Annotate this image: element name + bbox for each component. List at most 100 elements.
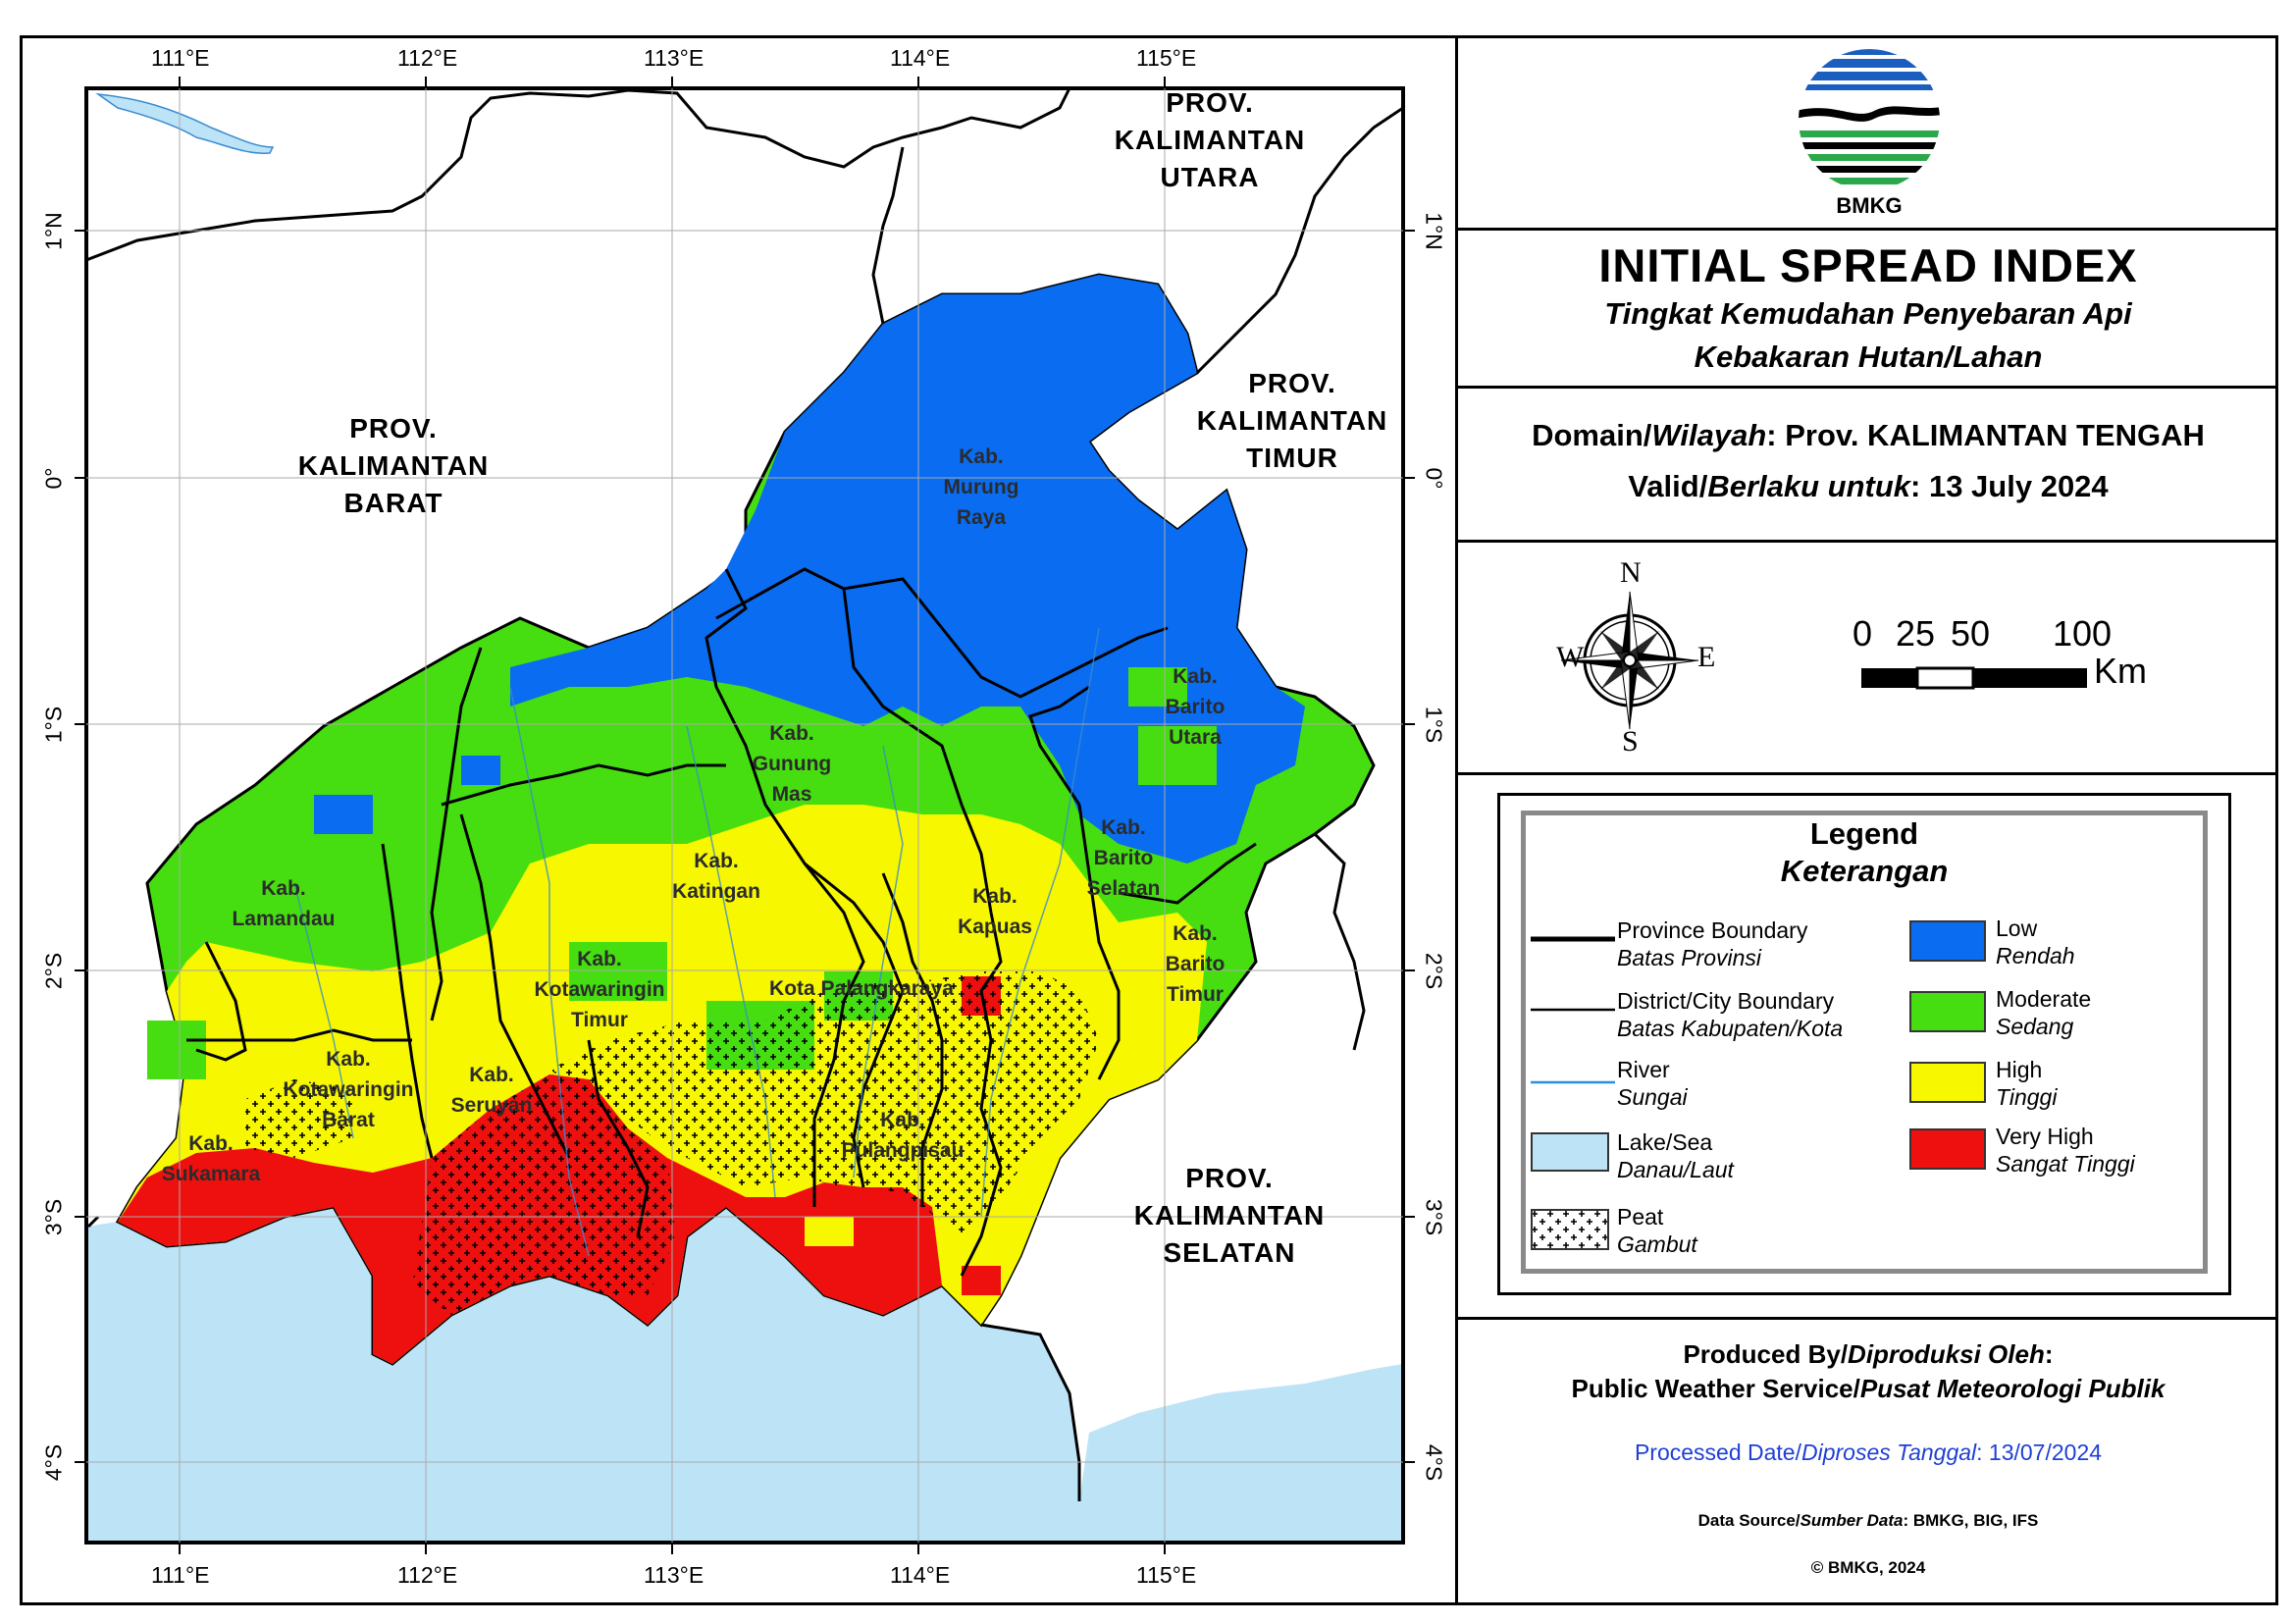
- north-arrow-icon: [1560, 591, 1699, 730]
- lat-label-left-4s: 4°S: [40, 1443, 67, 1482]
- scale-label-25: 25: [1896, 613, 1936, 654]
- lon-label-top-114: 114°E: [890, 45, 951, 71]
- info-panel-frame: [1455, 35, 2278, 1605]
- lat-label-left-3s: 3°S: [40, 1198, 67, 1236]
- source-label-id: Sumber Data: [1800, 1511, 1904, 1530]
- lat-label-right-4s: 4°S: [1421, 1443, 1447, 1482]
- logo-section: BMKG: [1458, 38, 2278, 231]
- bmkg-logo-icon: [1799, 49, 1940, 190]
- district-label-seruyan: Kab. Seruyan: [450, 1064, 533, 1117]
- valid-label-en: Valid/: [1628, 469, 1708, 503]
- valid-label-id: Berlaku untuk: [1707, 469, 1911, 503]
- legend-low-swatch: [1909, 920, 1986, 962]
- legend-moderate-en: Moderate: [1996, 986, 2092, 1012]
- district-label-barito-selatan: Kab. Barito Selatan: [1086, 816, 1161, 900]
- domain-line: Domain/Wilayah: Prov. KALIMANTAN TENGAH: [1458, 410, 2278, 461]
- lon-label-bottom-112: 112°E: [397, 1562, 458, 1588]
- producer-label-colon: :: [2044, 1339, 2054, 1369]
- legend-sea-id: Danau/Laut: [1617, 1157, 1734, 1182]
- lon-label-top-113: 113°E: [644, 45, 704, 71]
- district-label-barito-utara: Kab. Barito Utara: [1165, 665, 1226, 749]
- lon-label-bottom-111: 111°E: [151, 1562, 210, 1588]
- logo-text: BMKG: [1836, 193, 1903, 218]
- legend-low-en: Low: [1996, 916, 2038, 941]
- legend-district-line-icon: [1531, 1008, 1615, 1012]
- valid-value: : 13 July 2024: [1910, 469, 2109, 503]
- legend-high-swatch: [1909, 1062, 1986, 1103]
- lon-label-top-111: 111°E: [151, 45, 210, 71]
- legend-box: [1497, 793, 2231, 1295]
- scale-label-100: 100: [2053, 613, 2113, 654]
- domain-section: Domain/Wilayah: Prov. KALIMANTAN TENGAH …: [1458, 389, 2278, 543]
- scale-label-0: 0: [1852, 613, 1873, 654]
- legend-peat-en: Peat: [1617, 1204, 1664, 1230]
- lat-label-left-1n: 1°N: [40, 212, 67, 250]
- legend-river-line-icon: [1531, 1080, 1615, 1084]
- domain-label-id: Wilayah: [1651, 418, 1767, 452]
- lat-label-right-1n: 1°N: [1421, 212, 1447, 250]
- domain-value: : Prov. KALIMANTAN TENGAH: [1766, 418, 2205, 452]
- lat-label-left-1s: 1°S: [40, 706, 67, 744]
- class-low-north: [510, 275, 1305, 864]
- legend-moderate-swatch: [1909, 991, 1986, 1032]
- compass-w: W: [1556, 641, 1585, 673]
- producer-line-2: Public Weather Service/Pusat Meteorologi…: [1458, 1374, 2278, 1404]
- province-label-selatan: PROV. KALIMANTAN SELATAN: [1133, 1163, 1326, 1268]
- district-label-katingan: Kab. Katingan: [672, 850, 760, 903]
- legend-district-en: District/City Boundary: [1617, 988, 1835, 1014]
- processed-label-en: Processed Date/: [1634, 1440, 1801, 1465]
- legend-sea-en: Lake/Sea: [1617, 1129, 1713, 1155]
- compass-e: E: [1697, 641, 1716, 673]
- copyright: © BMKG, 2024: [1810, 1558, 1926, 1577]
- legend-very-high-en: Very High: [1996, 1124, 2094, 1149]
- lake: [95, 92, 275, 154]
- scale-unit: Km: [2094, 651, 2147, 691]
- district-label-murung-raya: Kab. Murung Raya: [943, 445, 1019, 529]
- legend-moderate-id: Sedang: [1996, 1014, 2074, 1039]
- district-label-kotawaringin-timur: Kab. Kotawaringin Timur: [534, 948, 665, 1031]
- source-value: : BMKG, BIG, IFS: [1903, 1511, 2039, 1530]
- processed-line: Processed Date/Diproses Tanggal: 13/07/2…: [1458, 1440, 2278, 1466]
- sea: [86, 1207, 1403, 1543]
- processed-label-id: Diproses Tanggal: [1800, 1440, 1977, 1465]
- province-label-timur: PROV. KALIMANTAN TIMUR: [1196, 368, 1388, 473]
- district-label-gunung-mas: Kab. Gunung Mas: [752, 722, 832, 806]
- district-boundaries: [186, 567, 1257, 1277]
- map-title: INITIAL SPREAD INDEX: [1598, 239, 2138, 291]
- lon-label-top-112: 112°E: [397, 45, 458, 71]
- domain-label-en: Domain/: [1532, 418, 1652, 452]
- district-label-barito-timur: Kab. Barito Timur: [1165, 922, 1226, 1006]
- legend-river-id: Sungai: [1617, 1084, 1688, 1110]
- scale-label-50: 50: [1951, 613, 1991, 654]
- map-subtitle-1: Tingkat Kemudahan Penyebaran Api: [1604, 296, 2132, 331]
- district-label-palangkaraya: Kota Palangkaraya: [769, 977, 954, 1000]
- peat-area: [549, 971, 1099, 1236]
- lat-label-left-0: 0°: [40, 467, 67, 490]
- producer-line-1: Produced By/Diproduksi Oleh:: [1458, 1339, 2278, 1370]
- legend-very-high-swatch: [1909, 1128, 1986, 1170]
- lat-label-right-3s: 3°S: [1421, 1198, 1447, 1236]
- legend-inner: [1521, 811, 2208, 1274]
- lon-label-bottom-115: 115°E: [1136, 1562, 1197, 1588]
- title-section: INITIAL SPREAD INDEX Tingkat Kemudahan P…: [1458, 231, 2278, 389]
- legend-low-id: Rendah: [1996, 943, 2075, 969]
- legend-high-en: High: [1996, 1057, 2043, 1082]
- legend-river-en: River: [1617, 1057, 1670, 1082]
- district-label-kapuas: Kab. Kapuas: [958, 885, 1032, 938]
- lat-label-left-2s: 2°S: [40, 952, 67, 990]
- legend-peat-swatch: [1531, 1209, 1609, 1250]
- compass-n: N: [1620, 556, 1642, 589]
- district-label-pulangpisau: Kab. Pulangpisau: [841, 1109, 965, 1162]
- province-label-barat: PROV. KALIMANTAN BARAT: [297, 413, 490, 518]
- producer-label-en: Produced By/: [1683, 1339, 1849, 1369]
- legend-peat-id: Gambut: [1617, 1231, 1697, 1257]
- map: [75, 77, 1415, 1554]
- legend-title: Legend: [1809, 816, 1919, 851]
- legend-province-id: Batas Provinsi: [1617, 945, 1762, 970]
- lat-label-right-2s: 2°S: [1421, 952, 1447, 990]
- producer-org-en: Public Weather Service/: [1571, 1374, 1860, 1403]
- map-subtitle-2: Kebakaran Hutan/Lahan: [1694, 340, 2043, 374]
- legend-province-en: Province Boundary: [1617, 917, 1808, 943]
- legend-subtitle: Keterangan: [1780, 854, 1949, 888]
- source-label-en: Data Source/: [1697, 1511, 1800, 1530]
